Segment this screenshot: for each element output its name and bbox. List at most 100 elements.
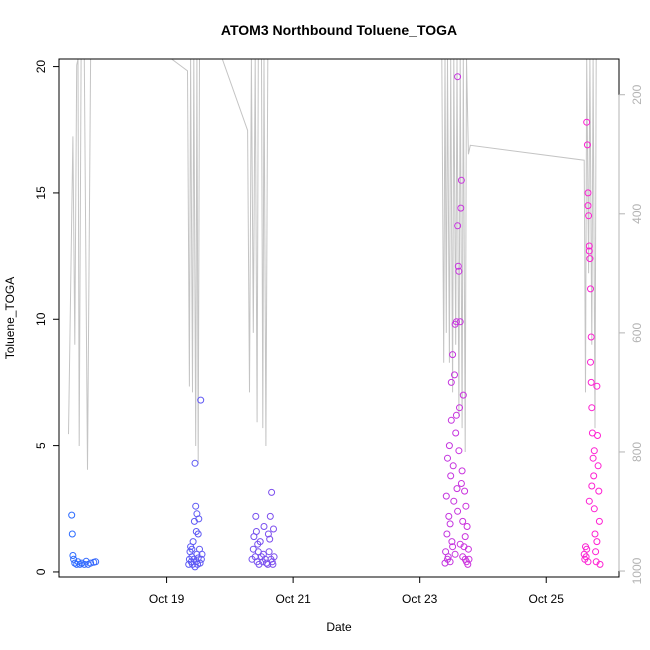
y2-tick-label: 800 <box>630 442 644 462</box>
data-point <box>595 517 603 525</box>
x-tick-label: Oct 23 <box>402 592 438 606</box>
data-point <box>594 462 602 470</box>
plot-frame <box>58 58 620 578</box>
x-tick-label: Oct 21 <box>275 592 311 606</box>
y-tick-label: 10 <box>34 312 48 326</box>
data-point <box>254 540 262 548</box>
data-point <box>456 318 464 326</box>
data-point <box>454 222 462 230</box>
data-point <box>444 454 451 462</box>
data-point <box>593 382 601 390</box>
y-axis-label: Toluene_TOGA <box>3 277 17 360</box>
y-tick-label: 5 <box>34 442 48 449</box>
data-point <box>270 525 277 533</box>
data-point <box>589 454 597 462</box>
x-tick-label: Oct 25 <box>529 592 565 606</box>
data-point <box>260 523 268 530</box>
data-point <box>585 497 593 505</box>
data-point <box>584 202 592 210</box>
data-point <box>76 560 84 568</box>
data-point <box>449 462 457 470</box>
altitude-series <box>68 59 599 470</box>
data-point <box>593 538 601 546</box>
y2-tick-label: 400 <box>630 203 644 223</box>
data-point <box>266 512 274 520</box>
y2-tick-label: 1000 <box>630 557 644 584</box>
plot-area <box>68 59 604 571</box>
data-point <box>585 212 593 220</box>
data-point <box>445 512 453 520</box>
data-point <box>452 318 460 326</box>
data-point <box>590 472 598 480</box>
x-axis: Oct 19 Oct 21 Oct 23 Oct 25 <box>149 576 565 606</box>
x-axis-label: Date <box>326 620 352 634</box>
data-point <box>444 555 451 563</box>
y-tick-label: 20 <box>34 60 48 74</box>
data-point <box>450 497 458 505</box>
data-point <box>268 488 276 496</box>
data-point <box>449 543 457 551</box>
data-point <box>464 545 472 553</box>
data-point <box>586 255 594 263</box>
data-point <box>191 563 199 571</box>
data-point <box>448 538 456 546</box>
data-point <box>447 416 455 424</box>
data-point <box>264 530 272 538</box>
y2-tick-label: 200 <box>630 84 644 104</box>
data-point <box>457 480 465 487</box>
data-point <box>266 535 274 543</box>
data-point <box>454 262 462 270</box>
data-point <box>71 559 79 567</box>
data-point <box>465 555 473 563</box>
data-point <box>447 472 455 480</box>
data-point <box>447 378 455 386</box>
data-point <box>591 530 599 538</box>
data-point <box>590 505 598 513</box>
data-point <box>451 550 459 558</box>
data-point <box>445 442 453 450</box>
data-point <box>269 560 277 568</box>
data-point <box>584 189 592 197</box>
data-point <box>588 404 596 412</box>
toluene-series <box>68 73 604 571</box>
data-point <box>462 502 470 510</box>
data-point <box>68 511 76 519</box>
data-point <box>583 545 591 553</box>
data-point <box>587 333 595 341</box>
data-point <box>69 552 77 559</box>
data-point <box>92 558 100 566</box>
data-point <box>252 512 260 520</box>
data-point <box>458 467 466 475</box>
data-point <box>68 530 76 538</box>
data-point <box>270 553 278 561</box>
data-point <box>455 447 463 455</box>
data-point <box>188 545 196 553</box>
data-point <box>446 520 454 528</box>
x-tick-label: Oct 19 <box>149 592 185 606</box>
data-point <box>584 558 592 566</box>
data-point <box>457 176 465 184</box>
data-point <box>452 429 460 437</box>
y-axis: 0 5 10 15 20 <box>34 60 60 575</box>
data-point <box>585 242 593 250</box>
data-point <box>587 285 594 293</box>
data-point <box>461 533 469 541</box>
data-point <box>87 559 95 567</box>
data-point <box>456 404 463 412</box>
y2-tick-label: 600 <box>630 323 644 343</box>
altitude-line <box>68 59 599 470</box>
data-point <box>463 523 471 530</box>
data-point <box>594 432 601 439</box>
data-point <box>198 550 206 558</box>
data-point <box>443 530 451 538</box>
data-point <box>197 555 205 563</box>
y-tick-label: 0 <box>34 568 48 575</box>
data-point <box>197 396 205 404</box>
data-point <box>459 391 467 399</box>
data-point <box>454 73 462 81</box>
data-point <box>587 378 595 386</box>
data-point <box>595 487 603 495</box>
data-point <box>265 548 273 556</box>
y-tick-label: 15 <box>34 186 48 200</box>
